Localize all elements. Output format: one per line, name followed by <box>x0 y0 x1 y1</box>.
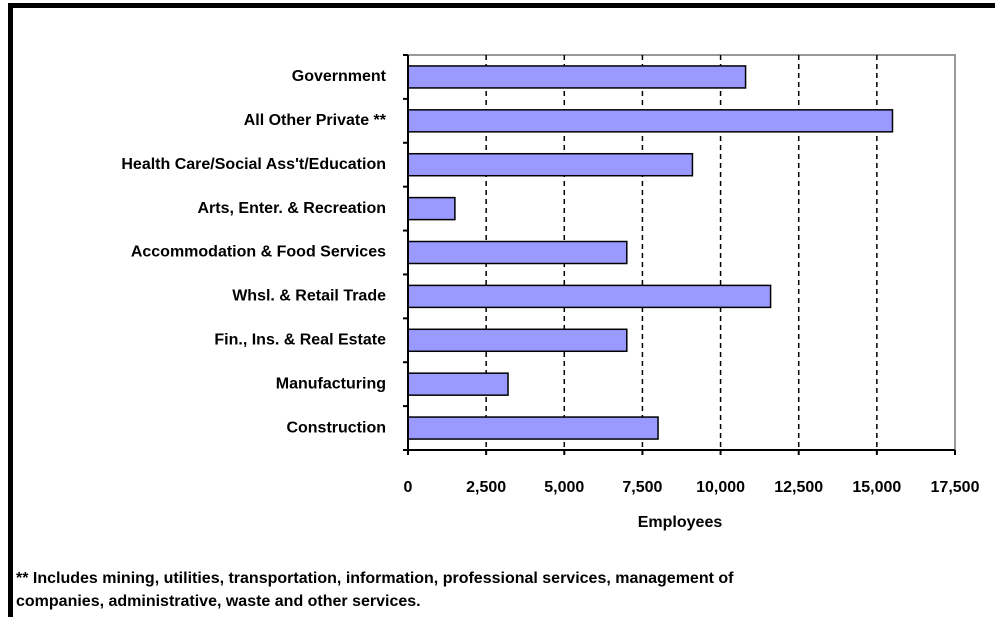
bar <box>407 196 456 221</box>
x-axis-title: Employees <box>638 514 723 531</box>
footnote: companies, administrative, waste and oth… <box>16 593 421 610</box>
bar <box>407 328 628 353</box>
bar <box>407 109 894 133</box>
x-tick-label: 15,000 <box>852 479 901 496</box>
x-tick-label: 0 <box>404 479 413 496</box>
y-tick-label: Manufacturing <box>276 375 386 392</box>
bar <box>407 65 747 89</box>
x-tick-label: 10,000 <box>696 479 745 496</box>
y-tick-label: Accommodation & Food Services <box>131 244 386 261</box>
bar <box>407 416 659 440</box>
y-tick-label: Fin., Ins. & Real Estate <box>214 331 386 348</box>
y-tick-label: Construction <box>286 419 386 436</box>
y-tick-label: All Other Private ** <box>244 112 387 129</box>
y-tick-label: Government <box>292 68 387 85</box>
bar <box>407 240 628 265</box>
bar <box>407 152 694 177</box>
y-tick-label: Health Care/Social Ass't/Education <box>121 156 386 173</box>
bar <box>407 372 509 396</box>
y-tick-label: Arts, Enter. & Recreation <box>198 200 387 217</box>
x-tick-label: 7,500 <box>622 479 662 496</box>
y-tick-label: Whsl. & Retail Trade <box>232 288 386 305</box>
x-tick-label: 2,500 <box>466 479 506 496</box>
footnote: ** Includes mining, utilities, transport… <box>16 570 734 587</box>
x-tick-label: 12,500 <box>774 479 823 496</box>
left-border <box>8 3 13 617</box>
x-tick-label: 17,500 <box>931 479 980 496</box>
top-border <box>8 3 995 8</box>
x-tick-label: 5,000 <box>544 479 584 496</box>
bar <box>407 284 772 309</box>
